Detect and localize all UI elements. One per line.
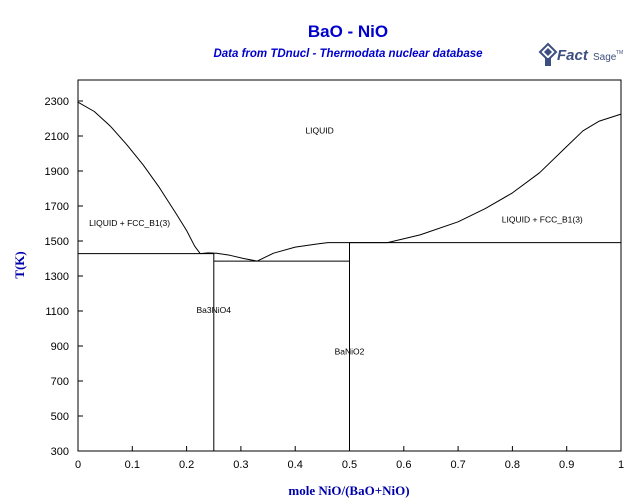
- x-tick-label: 0.2: [179, 459, 194, 471]
- chart-title: BaO - NiO: [308, 22, 388, 41]
- factsage-logo: Fact Sage TM: [538, 42, 623, 66]
- factsage-logo-text: Fact: [557, 47, 589, 64]
- region-label: LIQUID: [305, 125, 333, 135]
- y-tick-label: 2100: [45, 131, 69, 143]
- phase-boundary-line: [200, 252, 258, 262]
- factsage-logo-text-sage: Sage: [593, 52, 617, 63]
- y-tick-label: 1900: [45, 166, 69, 178]
- y-tick-label: 500: [51, 411, 69, 423]
- y-tick-label: 700: [51, 376, 69, 388]
- x-tick-label: 0.4: [288, 459, 303, 471]
- x-tick-label: 1: [618, 459, 624, 471]
- y-tick-label: 300: [51, 446, 69, 458]
- y-tick-label: 1300: [45, 271, 69, 283]
- y-tick-label: 1500: [45, 236, 69, 248]
- x-tick-label: 0: [75, 459, 81, 471]
- x-tick-label: 0.1: [125, 459, 140, 471]
- y-tick-label: 1700: [45, 201, 69, 213]
- x-tick-label: 0.7: [450, 459, 465, 471]
- region-label: BaNiO2: [335, 346, 365, 356]
- phase-boundary-line: [256, 242, 350, 262]
- y-tick-label: 900: [51, 341, 69, 353]
- region-label: Ba3NiO4: [197, 305, 232, 315]
- x-axis-label: mole NiO/(BaO+NiO): [288, 483, 409, 498]
- y-tick-label: 1100: [45, 306, 69, 318]
- chart-subtitle: Data from TDnucl - Thermodata nuclear da…: [213, 48, 483, 60]
- region-label: LIQUID + FCC_B1(3): [89, 218, 170, 228]
- x-axis: 0 0.1 0.2 0.3 0.4 0.5 0.6 0.7 0.8 0.9 1: [75, 446, 624, 471]
- x-tick-label: 0.8: [505, 459, 520, 471]
- x-tick-label: 0.5: [342, 459, 357, 471]
- factsage-logo-icon: [538, 42, 558, 66]
- y-axis: 300 500 700 900 1100 1300 1500 1700 1900 2100 2300: [45, 96, 83, 458]
- x-tick-label: 0.3: [233, 459, 248, 471]
- region-labels: LIQUID LIQUID + FCC_B1(3) LIQUID + FCC_B1(…: [89, 125, 583, 356]
- region-label: LIQUID + FCC_B1(3): [502, 214, 583, 224]
- x-tick-label: 0.6: [396, 459, 411, 471]
- phase-boundary-line: [77, 101, 201, 254]
- y-tick-label: 2300: [45, 96, 69, 108]
- phase-boundaries: [77, 101, 622, 451]
- x-tick-label: 0.9: [559, 459, 574, 471]
- phase-boundary-line: [387, 113, 622, 244]
- factsage-logo-tm: TM: [616, 50, 623, 56]
- y-axis-label: T(K): [12, 251, 27, 278]
